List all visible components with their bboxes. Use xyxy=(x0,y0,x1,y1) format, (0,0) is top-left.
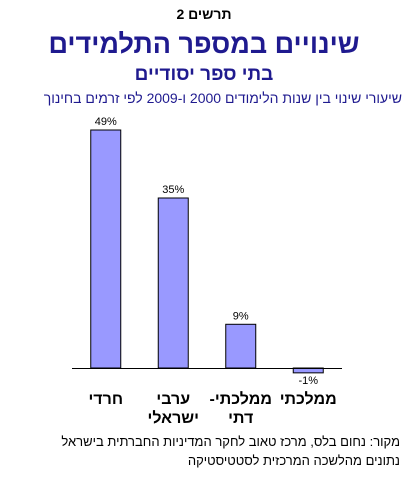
category-label: ערבי xyxy=(156,391,190,408)
category-label: ישראלי xyxy=(148,409,200,427)
bar xyxy=(225,323,257,369)
chart-description: שיעורי שינוי בין שנות הלימודים 2000 ו-20… xyxy=(43,90,402,106)
category-label: דתי xyxy=(228,410,253,427)
data-label: 49% xyxy=(95,116,117,128)
chart-title: שינויים במספר התלמידים xyxy=(48,29,360,59)
data-label: 9% xyxy=(233,310,249,322)
source-line: מקור: נחום בלס, מרכז טאוב לחקר המדיניות … xyxy=(61,434,400,449)
bar xyxy=(90,129,122,369)
chart-subtitle: בתי ספר יסודיים xyxy=(134,64,274,85)
source-note: מקור: נחום בלס, מרכז טאוב לחקר המדיניות … xyxy=(0,432,400,470)
category-label: ממלכתי xyxy=(280,390,337,408)
source-line: נתונים מהלשכה המרכזית לסטטיסטיקה xyxy=(187,453,400,468)
data-label: -1% xyxy=(298,375,318,387)
figure-label: תרשים 2 xyxy=(176,6,232,22)
category-label: ממלכתי- xyxy=(210,390,272,408)
bar xyxy=(157,197,189,369)
category-label: חרדי xyxy=(88,391,123,408)
data-label: 35% xyxy=(162,184,184,196)
